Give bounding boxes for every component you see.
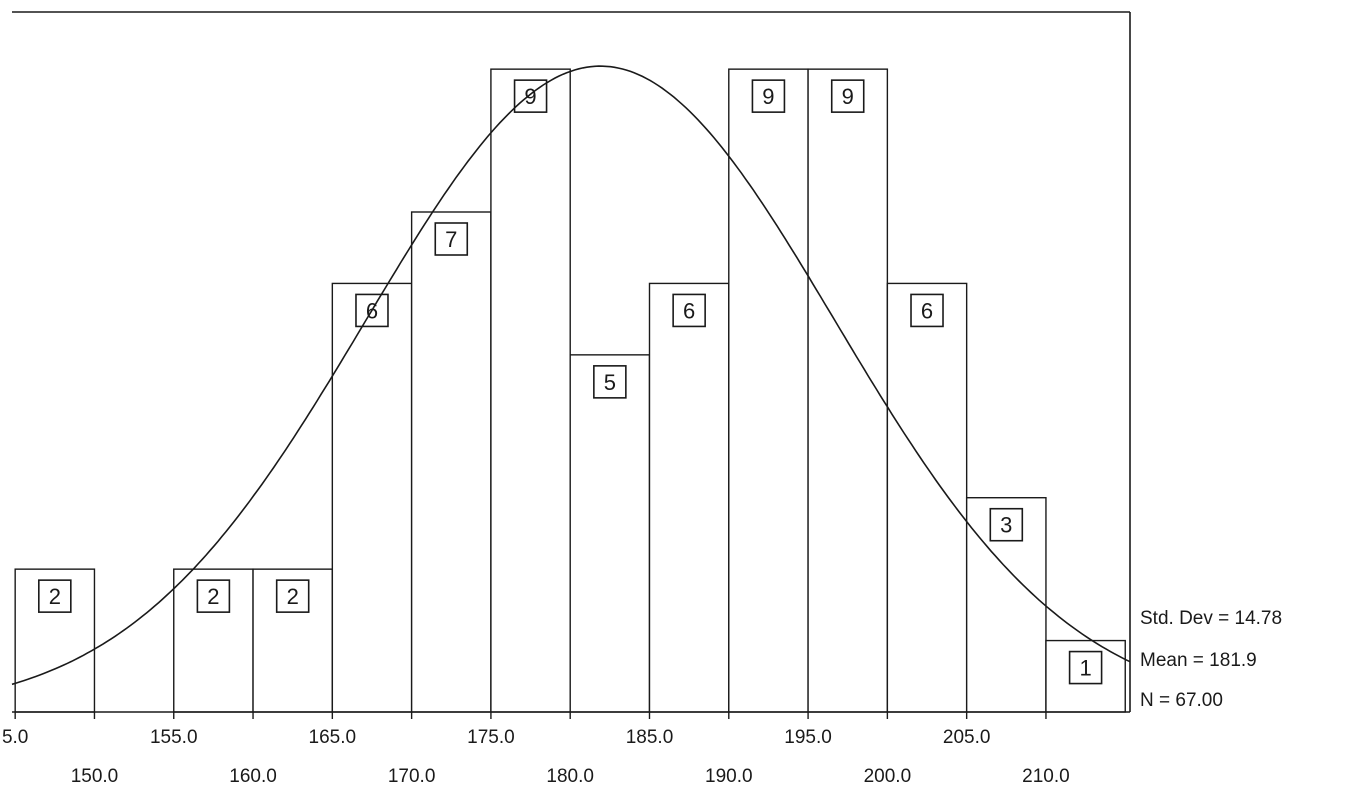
x-tick-label-upper-1: 155.0 bbox=[150, 727, 198, 748]
histogram-bar-11 bbox=[886, 282, 968, 713]
normal-curve-group bbox=[11, 65, 1131, 686]
std-dev-label: Std. Dev = 14.78 bbox=[1140, 608, 1283, 629]
count-label-box-3 bbox=[275, 579, 310, 613]
count-label-3: 2 bbox=[287, 584, 299, 609]
count-label-box-0 bbox=[38, 579, 72, 613]
x-tick-label-upper-0: 5.0 bbox=[2, 727, 28, 748]
count-label-5: 7 bbox=[445, 227, 457, 252]
histogram-bar-9 bbox=[728, 68, 809, 713]
x-axis-group: 5.0 155.0 165.0 175.0 185.0 195.0 205.0 150.0 16… bbox=[2, 712, 1070, 787]
x-tick-label-lower-6: 210.0 bbox=[1022, 766, 1070, 787]
count-label-box-13 bbox=[1068, 650, 1103, 685]
count-label-2: 2 bbox=[207, 584, 219, 609]
count-label-box-11 bbox=[910, 293, 944, 328]
x-tick-label-lower-2: 170.0 bbox=[388, 766, 436, 787]
x-tick-label-lower-3: 180.0 bbox=[546, 766, 594, 787]
histogram-bar-6 bbox=[490, 68, 571, 713]
count-label-box-8 bbox=[672, 293, 706, 328]
x-tick-label-upper-5: 195.0 bbox=[784, 727, 832, 748]
count-label-7: 5 bbox=[604, 370, 616, 395]
count-label-12: 3 bbox=[1000, 513, 1012, 538]
count-label-box-10 bbox=[830, 79, 865, 113]
mean-label: Mean = 181.9 bbox=[1140, 650, 1257, 671]
count-label-8: 6 bbox=[683, 298, 695, 323]
x-tick-label-lower-1: 160.0 bbox=[229, 766, 277, 787]
count-label-box-7 bbox=[593, 365, 627, 399]
count-label-0: 2 bbox=[49, 584, 61, 609]
x-tick-label-upper-4: 185.0 bbox=[626, 727, 674, 748]
histogram-bar-10 bbox=[807, 68, 889, 713]
count-label-13: 1 bbox=[1079, 656, 1091, 681]
histogram-bar-8 bbox=[648, 282, 730, 713]
count-label-box-12 bbox=[989, 507, 1024, 542]
n-label: N = 67.00 bbox=[1140, 690, 1223, 711]
histogram-bar-5 bbox=[410, 211, 492, 713]
count-label-9: 9 bbox=[762, 84, 774, 109]
count-label-box-9 bbox=[751, 79, 786, 113]
count-label-6: 9 bbox=[524, 84, 536, 109]
histogram-bar-4 bbox=[331, 282, 413, 713]
x-tick-label-lower-4: 190.0 bbox=[705, 766, 753, 787]
histogram-bar-7 bbox=[569, 354, 651, 713]
count-label-box-5 bbox=[434, 222, 469, 256]
x-tick-label-lower-5: 200.0 bbox=[864, 766, 912, 787]
plot-frame bbox=[12, 11, 1131, 713]
x-tick-label-lower-0: 150.0 bbox=[71, 766, 119, 787]
x-tick-label-upper-3: 175.0 bbox=[467, 727, 515, 748]
x-tick-label-upper-6: 205.0 bbox=[943, 727, 991, 748]
count-label-box-2 bbox=[196, 579, 231, 613]
count-label-11: 6 bbox=[921, 298, 933, 323]
count-label-10: 9 bbox=[842, 84, 854, 109]
normal-curve bbox=[11, 65, 1131, 686]
x-tick-label-upper-2: 165.0 bbox=[309, 727, 357, 748]
